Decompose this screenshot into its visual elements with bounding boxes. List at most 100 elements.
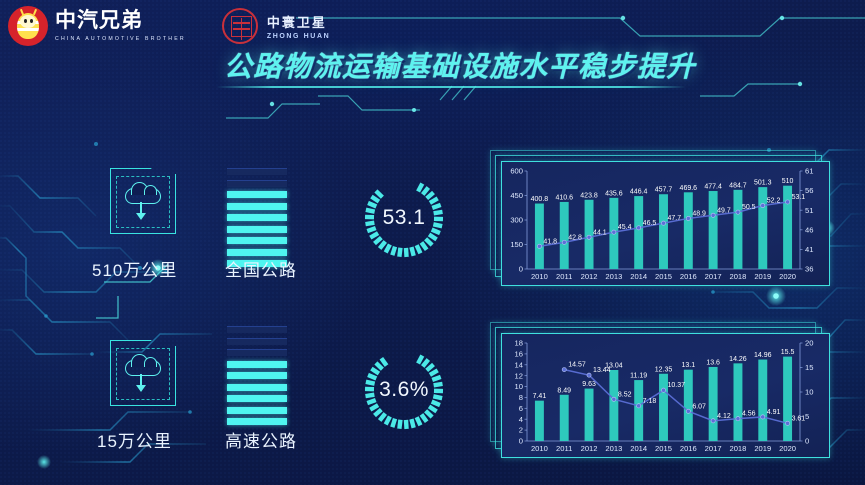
bar-stack-expressway [227, 326, 287, 425]
svg-text:5: 5 [805, 412, 809, 421]
svg-text:469.6: 469.6 [680, 185, 698, 192]
svg-text:13.44: 13.44 [593, 367, 611, 374]
kpi-icon-national-highway [110, 168, 176, 234]
svg-text:2020: 2020 [779, 272, 796, 281]
stack-bar-lit [227, 360, 287, 368]
gauge-value-national-highway: 53.1 [382, 206, 426, 229]
stack-bar-lit [227, 237, 287, 244]
svg-text:10.37: 10.37 [668, 382, 686, 389]
svg-text:8.49: 8.49 [557, 387, 571, 394]
kpi-icon-expressway [110, 340, 176, 406]
stack-bar-dim [227, 349, 287, 356]
svg-text:0: 0 [519, 437, 523, 446]
svg-text:12: 12 [515, 371, 523, 380]
svg-text:423.8: 423.8 [580, 192, 598, 199]
svg-text:2014: 2014 [630, 272, 647, 281]
svg-text:51: 51 [805, 206, 813, 215]
svg-text:3.61: 3.61 [792, 415, 806, 422]
svg-text:400.8: 400.8 [531, 196, 549, 203]
svg-text:4: 4 [519, 415, 523, 424]
svg-text:446.4: 446.4 [630, 189, 648, 196]
title-underline-divider [216, 86, 686, 88]
svg-text:410.6: 410.6 [555, 194, 573, 201]
svg-text:2013: 2013 [605, 272, 622, 281]
svg-text:7.41: 7.41 [533, 393, 547, 400]
brand-name-cn: 中汽兄弟 [55, 9, 143, 33]
gauge-national-highway: 53.1 [356, 170, 452, 266]
svg-text:50.5: 50.5 [742, 204, 756, 211]
svg-text:13.6: 13.6 [706, 359, 720, 366]
gauge-expressway: 3.6% [356, 342, 452, 438]
svg-text:46: 46 [805, 225, 813, 234]
stack-bar-lit [227, 202, 287, 210]
svg-text:2018: 2018 [729, 272, 746, 281]
svg-text:16: 16 [515, 349, 523, 358]
svg-text:4.56: 4.56 [742, 411, 756, 418]
svg-text:7.18: 7.18 [643, 398, 657, 405]
svg-text:2012: 2012 [581, 272, 598, 281]
stack-bar-dim [227, 326, 287, 333]
stack-bar-lit [227, 383, 287, 391]
svg-text:2015: 2015 [655, 444, 672, 453]
svg-text:2: 2 [519, 426, 523, 435]
svg-text:8.52: 8.52 [618, 391, 632, 398]
svg-text:2011: 2011 [556, 272, 572, 281]
kpi-category-national-highway: 全国公路 [225, 261, 297, 280]
svg-text:61: 61 [805, 167, 813, 176]
svg-text:15.5: 15.5 [781, 349, 795, 356]
svg-text:4.91: 4.91 [767, 409, 781, 416]
gauge-value-expressway: 3.6% [379, 378, 429, 401]
svg-text:18: 18 [515, 339, 523, 348]
svg-text:52.2: 52.2 [767, 198, 781, 205]
svg-text:12.35: 12.35 [655, 366, 673, 373]
svg-text:6: 6 [519, 404, 523, 413]
svg-text:45.4: 45.4 [618, 224, 632, 231]
svg-text:13.04: 13.04 [605, 363, 623, 370]
stack-bar-dim [227, 168, 287, 175]
svg-text:14: 14 [515, 360, 523, 369]
bar-stack-national-highway [227, 168, 287, 267]
svg-text:47.7: 47.7 [668, 215, 682, 222]
svg-text:510: 510 [782, 178, 794, 185]
svg-text:14.57: 14.57 [568, 362, 586, 369]
svg-text:6.07: 6.07 [692, 403, 706, 410]
svg-text:11.19: 11.19 [630, 373, 647, 380]
svg-text:2011: 2011 [556, 444, 572, 453]
stack-bar-lit [227, 214, 287, 221]
svg-text:0: 0 [805, 437, 809, 446]
kpi-value-expressway: 15万公里 [97, 432, 172, 451]
stack-bar-dim [227, 337, 287, 345]
svg-text:8: 8 [519, 393, 523, 402]
svg-text:2017: 2017 [705, 272, 722, 281]
svg-text:10: 10 [515, 382, 523, 391]
svg-text:49.7: 49.7 [717, 207, 731, 214]
stack-bar-lit [227, 418, 287, 425]
svg-text:36: 36 [805, 265, 813, 274]
svg-text:2010: 2010 [531, 272, 548, 281]
svg-text:2018: 2018 [729, 444, 746, 453]
svg-text:450: 450 [510, 191, 523, 200]
svg-text:477.4: 477.4 [704, 184, 722, 191]
svg-text:2016: 2016 [680, 272, 697, 281]
svg-text:435.6: 435.6 [605, 190, 623, 197]
svg-text:150: 150 [510, 240, 523, 249]
svg-text:20: 20 [805, 339, 813, 348]
page-title: 公路物流运输基础设施水平稳步提升 [224, 51, 697, 82]
svg-text:53.1: 53.1 [792, 194, 806, 201]
svg-text:10: 10 [805, 388, 813, 397]
stack-bar-lit [227, 395, 287, 402]
svg-text:44.1: 44.1 [593, 229, 607, 236]
cloud-download-folder-icon [110, 168, 176, 234]
bee-mascot-logo-icon [8, 6, 48, 46]
kpi-category-expressway: 高速公路 [225, 432, 297, 451]
stack-bar-lit [227, 225, 287, 233]
svg-text:2020: 2020 [779, 444, 796, 453]
stack-bar-dim [227, 179, 287, 187]
svg-text:41.8: 41.8 [543, 238, 557, 245]
svg-text:48.9: 48.9 [692, 210, 706, 217]
stack-bar-lit [227, 260, 287, 267]
brand-name-en: CHINA AUTOMOTIVE BROTHER [55, 35, 186, 42]
svg-text:15: 15 [805, 363, 813, 372]
seal-stamp-logo-icon [221, 8, 258, 44]
